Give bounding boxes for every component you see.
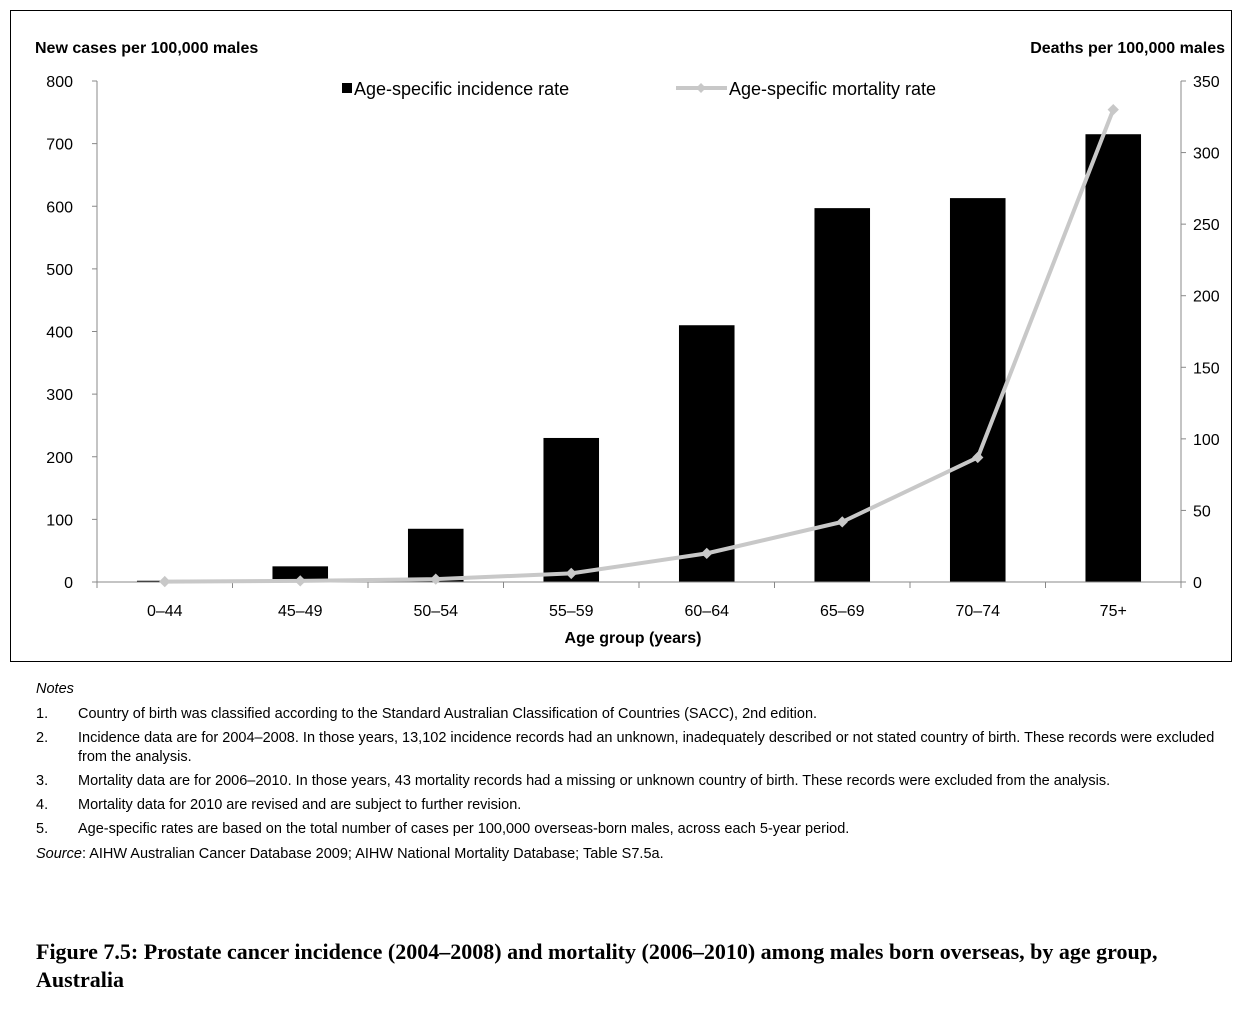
note-item: 3. Mortality data are for 2006–2010. In t… xyxy=(36,772,1226,791)
note-item: 1. Country of birth was classified accord… xyxy=(36,705,1226,724)
mortality-point xyxy=(430,573,442,585)
x-tick-label: 65–69 xyxy=(820,603,865,620)
bar xyxy=(678,325,735,582)
bar xyxy=(407,528,464,582)
left-axis: 0 100 200 300 400 500 600 700 800 xyxy=(46,74,98,592)
bar xyxy=(949,198,1006,582)
right-tick-label: 50 xyxy=(1193,503,1211,520)
note-number: 1. xyxy=(36,706,49,722)
mortality-line xyxy=(164,108,1116,584)
note-item: 2. Incidence data are for 2004–2008. In t… xyxy=(36,729,1226,767)
x-tick-label: 75+ xyxy=(1100,603,1127,620)
source-text: : AIHW Australian Cancer Database 2009; … xyxy=(81,846,664,862)
right-tick-label: 150 xyxy=(1193,360,1220,377)
x-tick-label: 70–74 xyxy=(956,603,1001,620)
mortality-point xyxy=(565,567,577,580)
x-axis: 0–44 45–49 50–54 55–59 60–64 65–69 70–74 75+ xyxy=(96,581,1182,620)
x-tick-label: 50–54 xyxy=(414,603,459,620)
x-tick-label: 60–64 xyxy=(685,603,730,620)
note-text: Age-specific rates are based on the tota… xyxy=(78,821,850,837)
note-item: 5. Age-specific rates are based on the to… xyxy=(36,820,1226,839)
x-tick-label: 45–49 xyxy=(278,603,323,620)
bar xyxy=(272,566,329,582)
note-number: 4. xyxy=(36,797,49,813)
chart-frame: New cases per 100,000 males Deaths per 1… xyxy=(10,10,1232,662)
note-number: 3. xyxy=(36,773,49,789)
notes-section: Notes 1. Country of birth was classified … xyxy=(36,680,1226,864)
right-tick-label: 200 xyxy=(1193,289,1220,306)
left-tick-label: 300 xyxy=(46,387,73,404)
mortality-point xyxy=(972,451,984,464)
figure-caption: Figure 7.5: Prostate cancer incidence (2… xyxy=(36,939,1158,992)
left-axis-title: New cases per 100,000 males xyxy=(35,40,258,57)
left-tick-label: 700 xyxy=(46,137,73,154)
right-axis: 0 50 100 150 200 250 300 350 xyxy=(1180,74,1220,592)
left-tick-label: 500 xyxy=(46,262,73,279)
legend-label-mortality: Age-specific mortality rate xyxy=(729,79,936,99)
note-number: 2. xyxy=(36,730,49,746)
mortality-point xyxy=(1107,103,1119,116)
legend: Age-specific incidence rate Age-specific… xyxy=(342,79,936,99)
left-tick-label: 400 xyxy=(46,325,73,342)
mortality-point xyxy=(701,547,713,560)
right-tick-label: 0 xyxy=(1193,575,1202,592)
source-line: Source: AIHW Australian Cancer Database … xyxy=(36,845,1226,864)
mortality-point xyxy=(159,575,171,588)
note-number: 5. xyxy=(36,821,49,837)
bar xyxy=(543,437,600,582)
left-tick-label: 0 xyxy=(64,575,73,592)
line-series xyxy=(159,103,1119,588)
note-text: Incidence data are for 2004–2008. In tho… xyxy=(78,730,1215,765)
note-text: Mortality data are for 2006–2010. In tho… xyxy=(78,773,1111,789)
bar xyxy=(1085,134,1142,582)
left-tick-label: 800 xyxy=(46,74,73,91)
legend-label-incidence: Age-specific incidence rate xyxy=(354,79,569,99)
chart: New cases per 100,000 males Deaths per 1… xyxy=(35,40,1225,647)
x-tick-label: 55–59 xyxy=(549,603,594,620)
left-tick-label: 200 xyxy=(46,450,73,467)
right-tick-label: 100 xyxy=(1193,432,1220,449)
legend-swatch-mortality-marker xyxy=(696,83,706,93)
x-tick-label: 0–44 xyxy=(147,603,183,620)
legend-swatch-incidence xyxy=(342,83,352,93)
note-item: 4. Mortality data for 2010 are revised an… xyxy=(36,796,1226,815)
mortality-point xyxy=(836,516,848,528)
right-axis-title: Deaths per 100,000 males xyxy=(1030,40,1225,57)
mortality-point xyxy=(294,575,306,587)
right-tick-label: 250 xyxy=(1193,217,1220,234)
note-text: Mortality data for 2010 are revised and … xyxy=(78,797,522,813)
bar-series xyxy=(136,134,1142,582)
source-label: Source xyxy=(36,846,82,862)
left-tick-label: 100 xyxy=(46,512,73,529)
note-text: Country of birth was classified accordin… xyxy=(78,706,818,722)
left-tick-label: 600 xyxy=(46,199,73,216)
notes-list: 1. Country of birth was classified accord… xyxy=(36,705,1226,839)
notes-heading: Notes xyxy=(36,681,74,697)
right-tick-label: 300 xyxy=(1193,146,1220,163)
right-tick-label: 350 xyxy=(1193,74,1220,91)
x-axis-title: Age group (years) xyxy=(565,630,702,647)
